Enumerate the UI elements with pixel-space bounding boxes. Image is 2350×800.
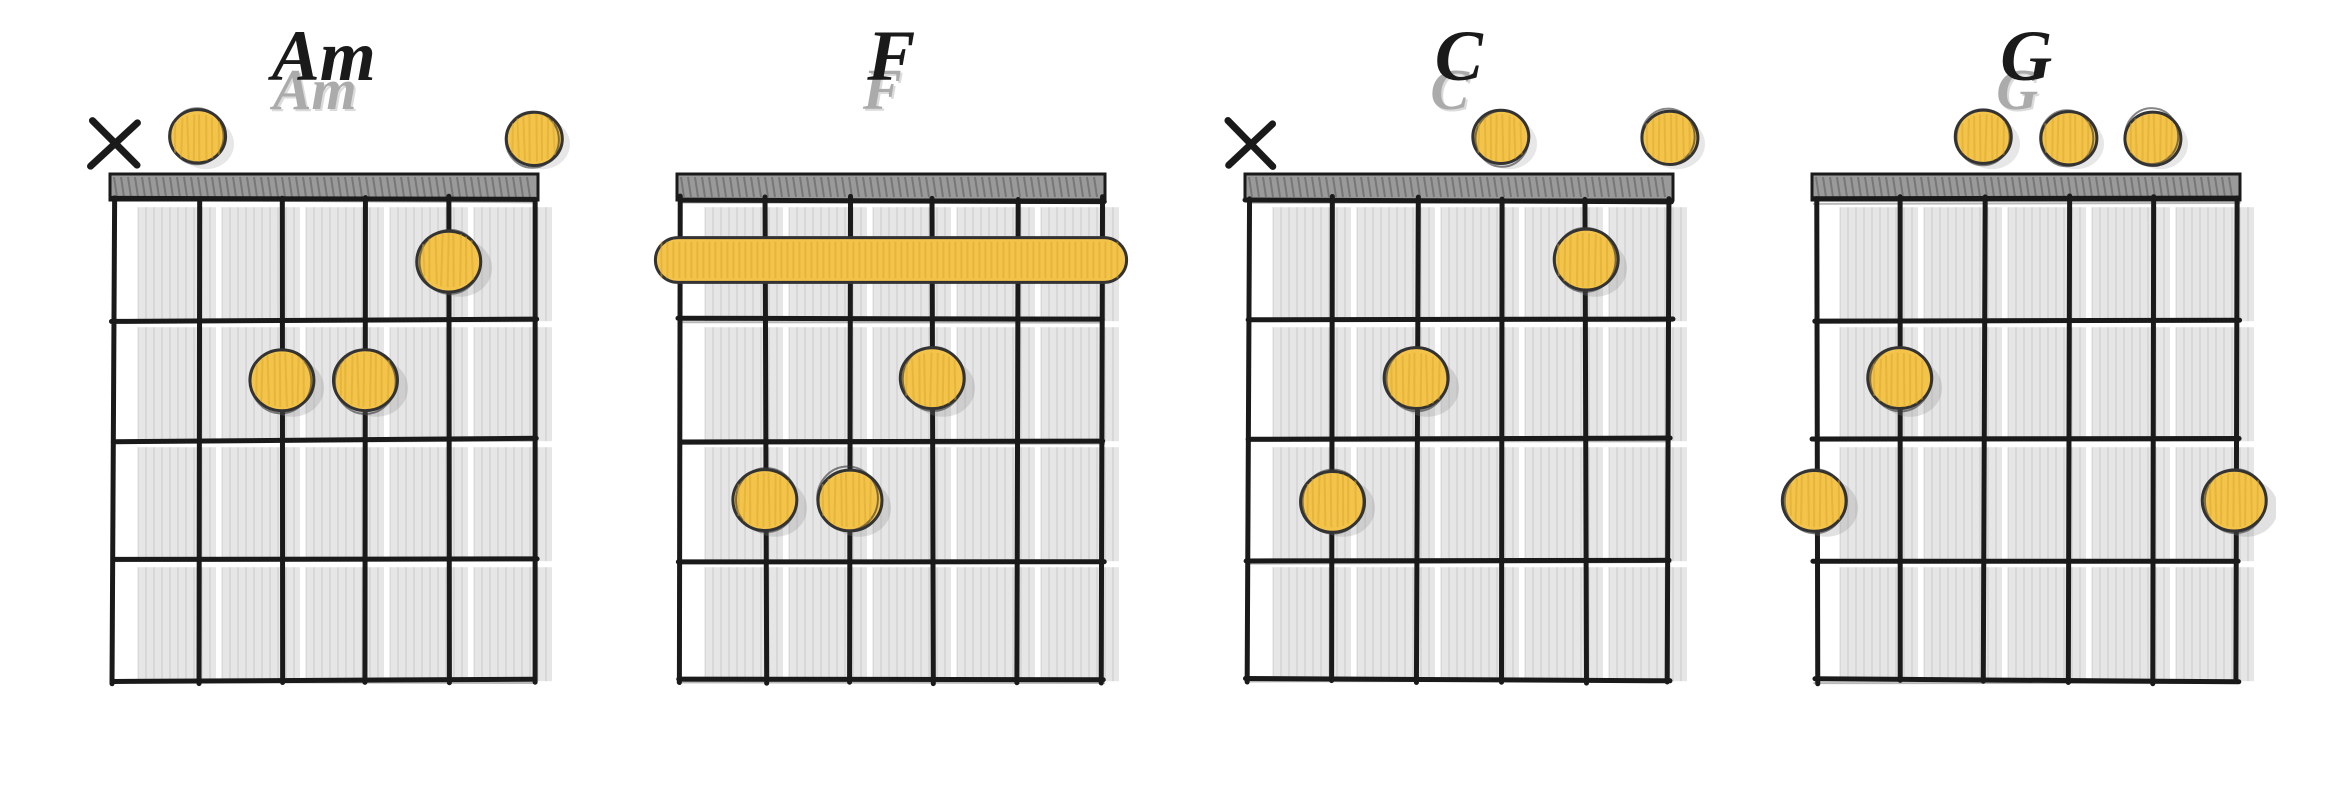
chord-name: C <box>1209 20 1709 92</box>
chord-name: G <box>1776 20 2276 92</box>
chord-diagram: F F <box>641 20 1141 740</box>
chord-diagram: C C <box>1209 20 1709 740</box>
chord-name: F <box>641 20 1141 92</box>
chord-diagram: G G <box>1776 20 2276 740</box>
chord-name: Am <box>74 20 574 92</box>
chord-diagram: Am Am <box>74 20 574 740</box>
